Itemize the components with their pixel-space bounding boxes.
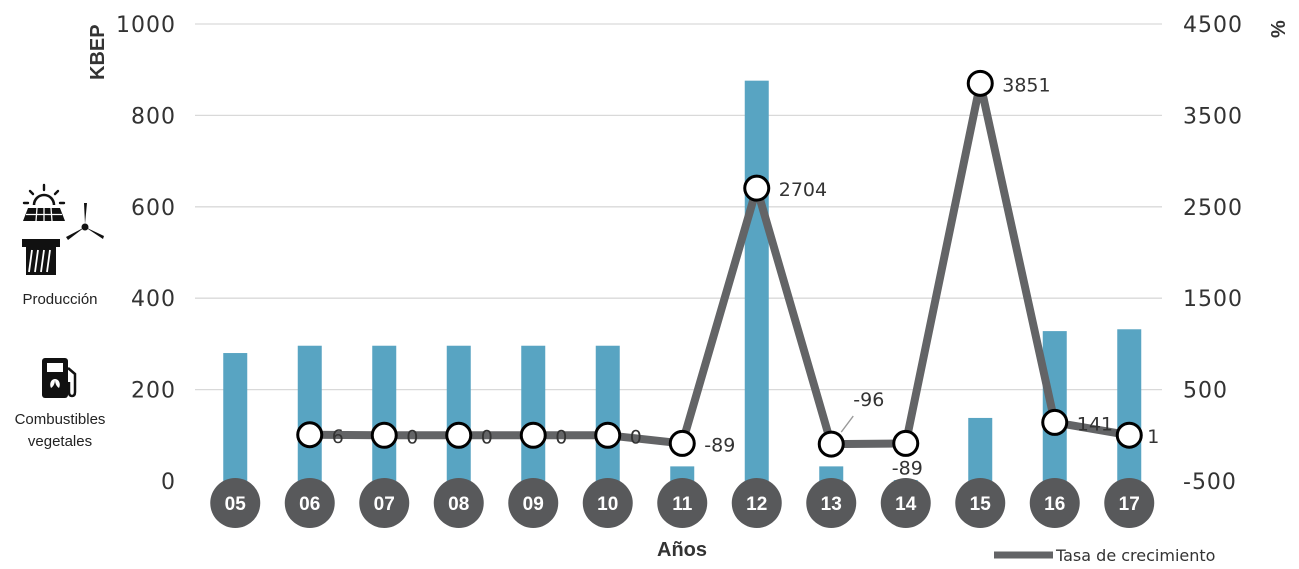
y2-tick-label: 2500 [1183,196,1243,221]
x-tick-label: 10 [597,494,618,515]
bar [670,466,695,481]
growth-line: 6 0 0 0 0 -89 2704 -96 -89 3851 141 1 [296,69,1159,479]
x-tick-label: 15 [970,494,992,515]
year-badge [284,478,335,528]
y2-tick-label: 1500 [1183,287,1243,312]
fuel-pump-icon [42,358,77,398]
wind-turbine-icon [66,203,104,240]
year-badge [1029,478,1080,528]
y2-tick-label: 500 [1183,379,1228,404]
y-axis-title: KBEP [87,24,109,80]
gridlines [195,23,1162,391]
year-badge [582,478,633,528]
bar [968,417,993,481]
line-point [668,429,696,457]
data-label: 0 [481,426,493,448]
year-badge [508,478,559,528]
line-point [296,421,324,449]
data-label: -89 [892,457,923,479]
line-point [892,429,920,457]
year-badge [657,478,708,528]
y2-tick-label: 3500 [1183,104,1243,129]
solar-panel-icon [22,183,66,222]
y2-tick-label: 4500 [1183,13,1243,38]
line-point [966,69,994,97]
bar [297,345,322,481]
line-point [370,421,398,449]
legend: Tasa de crecimiento [994,546,1215,565]
x-tick-label: 09 [523,494,544,515]
biofuel-label-line2: vegetales [28,433,92,450]
data-label: 6 [332,426,344,448]
data-label: 141 [1077,413,1113,435]
year-badge [806,478,857,528]
x-axis-year-badges: 05 06 07 08 09 10 11 12 13 14 15 16 17 [210,478,1155,528]
year-badge [731,478,782,528]
data-label: 0 [406,426,418,448]
bar [819,466,844,481]
bars [223,80,1142,481]
hydro-dam-icon [22,239,60,275]
year-badge [955,478,1006,528]
data-label: 1 [1147,426,1159,448]
line-point [1041,408,1069,436]
legend-label: Tasa de crecimiento [1055,546,1215,565]
x-tick-label: 14 [895,494,917,515]
line-point [1115,421,1143,449]
year-badge [433,478,484,528]
bar [372,345,397,481]
bar [223,353,248,481]
y-tick-label: 0 [161,470,176,495]
line-point [743,174,771,202]
data-label: 0 [630,426,642,448]
x-tick-label: 16 [1044,494,1065,515]
data-label: 0 [555,426,567,448]
production-label: Producción [22,291,97,308]
x-tick-label: 08 [448,494,469,515]
y-tick-label: 600 [131,196,176,221]
year-badge [1104,478,1155,528]
data-label: -89 [704,434,735,456]
data-label: -96 [853,389,884,411]
y-tick-label: 1000 [116,13,176,38]
bar [744,80,769,481]
bar [1117,329,1142,481]
x-tick-label: 06 [299,494,320,515]
y-tick-label: 800 [131,104,176,129]
year-badge [210,478,261,528]
x-axis-title: Años [657,539,707,561]
bar [595,345,620,481]
line-point [519,421,547,449]
x-tick-label: 12 [746,494,767,515]
right-axis-ticks: -500 500 1500 2500 3500 4500 [1183,13,1243,495]
x-tick-label: 07 [374,494,395,515]
x-tick-label: 11 [672,494,693,515]
left-axis-ticks: 0 200 400 600 800 1000 [116,13,176,495]
x-tick-label: 05 [225,494,247,515]
line-point [445,421,473,449]
x-tick-label: 17 [1119,494,1140,515]
bar [521,345,546,481]
y-tick-label: 200 [131,379,176,404]
label-leader [840,415,854,433]
year-badge [880,478,931,528]
line-point [594,421,622,449]
x-tick-label: 13 [821,494,842,515]
year-badge [359,478,410,528]
biofuel-label-line1: Combustibles [15,411,106,428]
y2-axis-title: % [1268,20,1290,38]
data-label: 3851 [1002,74,1050,96]
line-point [817,430,845,458]
y2-tick-label: -500 [1183,470,1237,495]
y-tick-label: 400 [131,287,176,312]
bar [446,345,471,481]
data-label: 2704 [779,179,827,201]
